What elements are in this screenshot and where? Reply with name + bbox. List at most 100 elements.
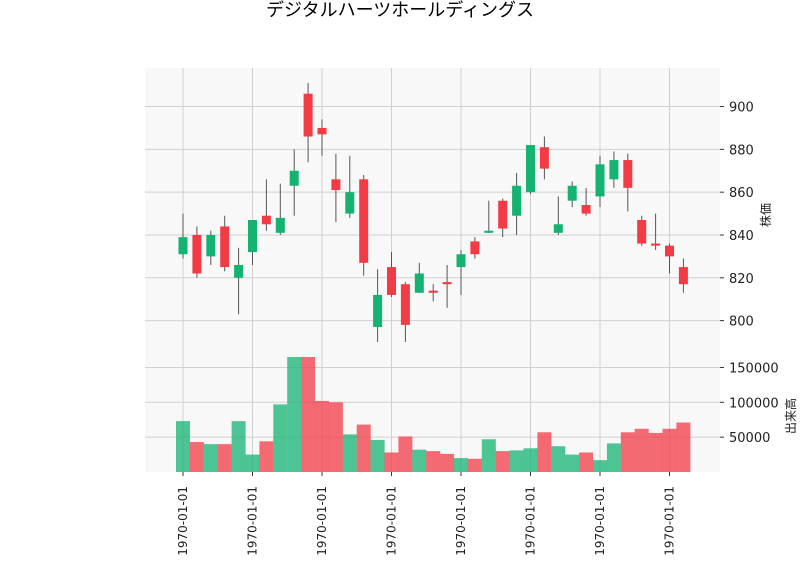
candle-body-down <box>498 200 508 229</box>
candle-body-down <box>261 215 271 225</box>
candle-body-up <box>178 237 188 255</box>
candle-body-down <box>303 93 313 137</box>
x-tick-label: 1970-01-01 <box>246 486 260 556</box>
volume-tick-label: 50000 <box>729 431 770 446</box>
volume-bar <box>634 428 649 472</box>
volume-bar <box>440 453 455 472</box>
volume-bar <box>579 452 594 472</box>
candle-body-up <box>609 160 619 180</box>
volume-bar <box>370 439 385 472</box>
candle-body-up <box>275 217 285 233</box>
volume-bar <box>426 451 441 472</box>
x-tick-label: 1970-01-01 <box>385 486 399 556</box>
x-tick-label: 1970-01-01 <box>593 486 607 556</box>
candle-body-down <box>331 179 341 191</box>
candle-body-down <box>192 234 202 274</box>
candle-body-down <box>400 284 410 325</box>
volume-bar <box>662 428 677 472</box>
volume-bar <box>565 454 580 472</box>
price-axis-label: 株価 <box>758 203 773 227</box>
x-axis: 1970-01-01 1970-01-01 1970-01-01 1970-01-01… <box>176 472 677 556</box>
candle-body-up <box>289 170 299 186</box>
volume-bar <box>189 442 204 472</box>
candle-body-down <box>678 267 688 285</box>
volume-bar <box>328 402 343 472</box>
volume-bar <box>231 421 246 472</box>
candle-body-down <box>581 205 591 214</box>
candle-body-down <box>637 219 647 244</box>
price-tick-label: 800 <box>729 315 754 330</box>
candle-body-up <box>234 264 244 278</box>
volume-bar <box>593 460 607 472</box>
candle-body-up <box>345 192 355 214</box>
volume-bar <box>356 424 371 472</box>
candle-body-down <box>623 160 633 188</box>
candle-body-down <box>539 147 549 169</box>
volume-bar <box>259 441 274 472</box>
price-panel: 800 820 840 860 880 900 <box>145 68 754 357</box>
candle-body-up <box>456 254 466 268</box>
volume-bar <box>537 432 552 472</box>
candle-body-up <box>526 145 535 193</box>
candle-body-up <box>567 185 577 201</box>
volume-bar <box>551 446 566 472</box>
candle-body-down <box>317 127 327 135</box>
volume-bar <box>273 404 288 472</box>
volume-bar <box>481 439 496 472</box>
volume-bar <box>676 422 691 472</box>
candle-body-up <box>373 294 383 328</box>
price-tick-label: 820 <box>729 272 754 287</box>
volume-tick-label: 150000 <box>729 361 779 376</box>
volume-bar <box>523 448 538 472</box>
candle-body-up <box>248 219 257 253</box>
price-tick-label: 880 <box>729 143 754 158</box>
candle-body-down <box>359 179 369 263</box>
volume-bar <box>454 458 468 472</box>
volume-axis-label: 出来高 <box>783 398 798 434</box>
volume-bar <box>509 450 524 472</box>
candle-body-up <box>484 230 494 233</box>
candle-body-up <box>206 234 216 257</box>
volume-bar <box>495 451 510 472</box>
price-tick-label: 860 <box>729 186 754 201</box>
price-tick-label: 840 <box>729 229 754 244</box>
volume-bar <box>606 443 621 472</box>
candle-body-up <box>595 164 605 197</box>
volume-bar <box>245 454 260 472</box>
candle-body-down <box>387 267 396 295</box>
volume-bar <box>384 452 399 472</box>
candle-body-up <box>553 224 563 233</box>
price-panel-background <box>145 68 720 357</box>
x-tick-label: 1970-01-01 <box>454 486 468 556</box>
volume-bar <box>467 458 482 472</box>
candle-body-down <box>651 243 661 246</box>
volume-bar <box>203 444 218 472</box>
volume-panel: 50000 100000 150000 <box>145 357 779 472</box>
volume-bar <box>217 444 232 472</box>
volume-bar <box>315 400 329 472</box>
volume-bar <box>398 436 413 472</box>
candle-body-down <box>470 241 480 255</box>
chart-title: デジタルハーツホールディングス <box>266 0 534 21</box>
price-tick-label: 900 <box>729 101 754 116</box>
volume-bar <box>648 432 663 472</box>
x-tick-label: 1970-01-01 <box>524 486 538 556</box>
volume-bar <box>176 421 190 472</box>
candle-body-down <box>428 290 438 293</box>
volume-bar <box>342 434 357 472</box>
volume-bar <box>301 357 316 472</box>
candle-body-up <box>512 185 522 216</box>
x-tick-label: 1970-01-01 <box>315 486 329 556</box>
x-tick-label: 1970-01-01 <box>176 486 190 556</box>
candle-body-down <box>220 226 230 268</box>
candle-body-down <box>665 245 674 257</box>
candle-body-down <box>442 282 452 285</box>
candle-body-up <box>414 273 424 293</box>
volume-tick-label: 100000 <box>729 396 779 411</box>
volume-bar <box>620 432 635 472</box>
volume-bar <box>412 449 427 472</box>
x-tick-label: 1970-01-01 <box>663 486 677 556</box>
volume-bar <box>287 357 302 472</box>
